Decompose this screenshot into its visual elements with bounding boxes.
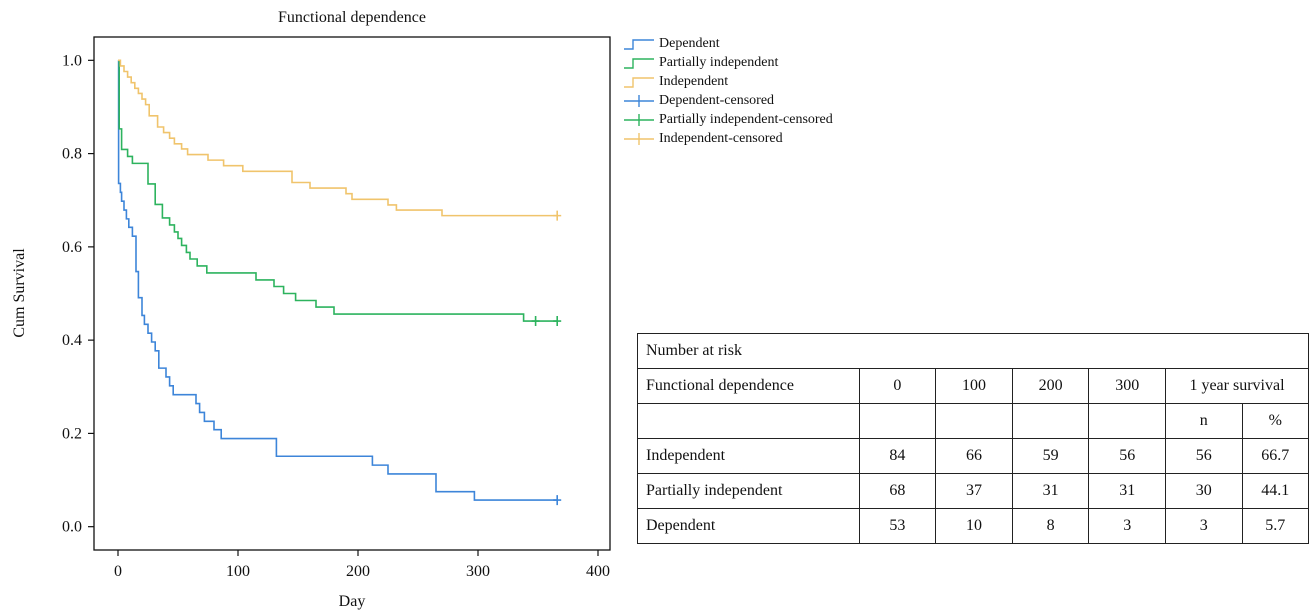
table-caption: Number at risk	[637, 333, 1309, 369]
legend-item-dependent-censored: Dependent-censored	[623, 91, 833, 110]
table-cell: 59	[1011, 438, 1090, 474]
table-cell: 5.7	[1241, 508, 1310, 544]
table-subheader-row: n %	[637, 403, 1310, 439]
y-axis-label: Cum Survival	[11, 248, 28, 338]
x-tick-label: 0	[114, 563, 122, 580]
column-header: 100	[935, 368, 1013, 404]
table-cell: 66	[935, 438, 1013, 474]
number-at-risk-table: Number at risk Functional dependence 0 1…	[637, 333, 1310, 544]
table-cell	[858, 403, 937, 439]
table-cell: Dependent	[637, 508, 860, 544]
legend: Dependent Partially independent Independ…	[623, 34, 833, 148]
legend-label: Partially independent	[659, 55, 779, 70]
x-tick-label: 100	[226, 563, 250, 580]
x-axis: 0 100 200 300 400	[114, 550, 610, 580]
table-cell: Independent	[637, 438, 860, 474]
legend-item-partially-independent-censored: Partially independent-censored	[623, 110, 833, 129]
table-cell	[1011, 403, 1090, 439]
censor-mark-dependent	[553, 495, 562, 506]
y-axis: 0.0 0.2 0.4 0.6 0.8 1.0	[62, 52, 94, 536]
x-tick-label: 300	[466, 563, 490, 580]
survival-curve-partially-independent	[118, 59, 558, 322]
table-caption-row: Number at risk	[637, 333, 1309, 369]
legend-item-partially-independent: Partially independent	[623, 53, 833, 72]
legend-swatch-partially-independent	[624, 57, 654, 69]
table-cell: 31	[1088, 473, 1166, 509]
table-cell: 84	[858, 438, 937, 474]
legend-swatch-dependent	[624, 38, 654, 50]
column-subheader: n	[1164, 403, 1243, 439]
table-cell: 8	[1011, 508, 1090, 544]
legend-item-dependent: Dependent	[623, 34, 833, 53]
table-cell: 44.1	[1241, 473, 1310, 509]
table-header-row: Functional dependence 0 100 200 300 1 ye…	[637, 368, 1310, 404]
column-header: 1 year survival	[1164, 368, 1310, 404]
x-tick-label: 400	[586, 563, 610, 580]
column-subheader: %	[1241, 403, 1310, 439]
table-cell: 30	[1164, 473, 1243, 509]
survival-curve-dependent	[117, 59, 558, 501]
survival-curves	[117, 59, 562, 506]
x-axis-label: Day	[339, 593, 366, 610]
y-tick-label: 0.8	[62, 146, 82, 163]
plot-frame	[93, 36, 611, 551]
y-tick-label: 0.0	[62, 519, 82, 536]
table-cell	[1088, 403, 1166, 439]
legend-swatch-independent-censored	[624, 132, 654, 145]
x-tick-label: 200	[346, 563, 370, 580]
legend-label: Dependent-censored	[659, 93, 775, 108]
legend-item-independent-censored: Independent-censored	[623, 129, 833, 148]
survival-chart: Functional dependence 0.0 0.2 0.4 0.6 0.8 1.0…	[11, 9, 611, 610]
y-tick-label: 0.6	[62, 239, 82, 256]
legend-swatch-partially-independent-censored	[624, 113, 654, 126]
table-cell: 3	[1164, 508, 1243, 544]
column-header: Functional dependence	[637, 368, 860, 404]
column-header: 200	[1011, 368, 1090, 404]
table-row: Dependent 53 10 8 3 3 5.7	[637, 508, 1310, 544]
y-tick-label: 0.4	[62, 332, 82, 349]
column-header: 300	[1088, 368, 1166, 404]
legend-label: Independent	[659, 74, 729, 89]
legend-swatch-dependent-censored	[624, 94, 654, 107]
chart-title: Functional dependence	[278, 9, 426, 26]
censor-mark-partially-independent	[553, 316, 562, 327]
table-cell	[935, 403, 1013, 439]
table-cell: 31	[1011, 473, 1090, 509]
censor-mark-independent	[553, 210, 562, 221]
column-header: 0	[858, 368, 937, 404]
y-tick-label: 1.0	[62, 52, 82, 69]
table-cell: Partially independent	[637, 473, 860, 509]
legend-label: Independent-censored	[659, 131, 783, 146]
table-cell: 10	[935, 508, 1013, 544]
table-row: Partially independent 68 37 31 31 30 44.…	[637, 473, 1310, 509]
legend-swatch-independent	[624, 76, 654, 88]
legend-label: Dependent	[659, 36, 720, 51]
table-cell: 56	[1088, 438, 1166, 474]
legend-item-independent: Independent	[623, 72, 833, 91]
table-cell: 66.7	[1241, 438, 1310, 474]
legend-label: Partially independent-censored	[659, 112, 833, 127]
survival-curve-independent	[118, 59, 558, 217]
table-cell: 56	[1164, 438, 1243, 474]
table-row: Independent 84 66 59 56 56 66.7	[637, 438, 1310, 474]
table-cell: 3	[1088, 508, 1166, 544]
table-cell: 37	[935, 473, 1013, 509]
censor-mark-partially-independent	[531, 316, 540, 327]
y-tick-label: 0.2	[62, 425, 82, 442]
table-cell: 68	[858, 473, 937, 509]
table-cell	[637, 403, 860, 439]
table-cell: 53	[858, 508, 937, 544]
